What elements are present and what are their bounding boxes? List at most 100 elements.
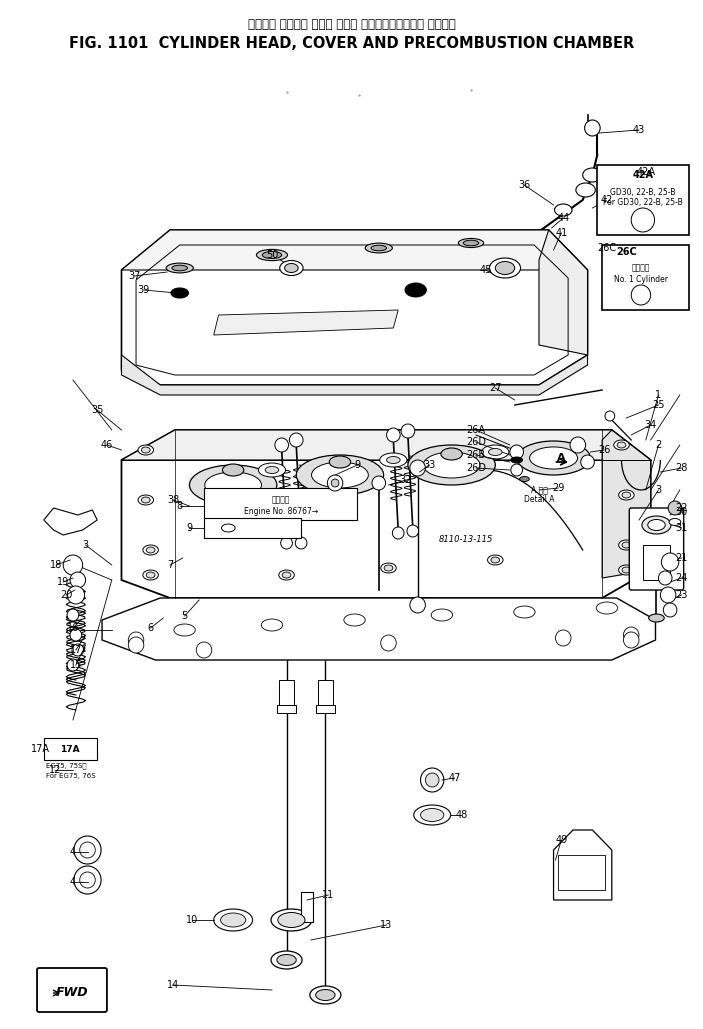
Ellipse shape [221, 913, 246, 927]
Text: Engine No. 86767→: Engine No. 86767→ [244, 507, 318, 517]
Ellipse shape [420, 809, 444, 821]
Text: FIG. 1101  CYLINDER HEAD, COVER AND PRECOMBUSTION CHAMBER: FIG. 1101 CYLINDER HEAD, COVER AND PRECO… [69, 36, 634, 51]
Text: 17A: 17A [32, 744, 51, 754]
Ellipse shape [463, 240, 479, 246]
Circle shape [511, 464, 522, 476]
Circle shape [275, 438, 288, 452]
Polygon shape [122, 430, 651, 460]
Text: 2: 2 [655, 440, 662, 450]
Circle shape [295, 537, 307, 549]
Text: 26A: 26A [466, 425, 485, 435]
Text: 35: 35 [91, 405, 103, 415]
Ellipse shape [257, 249, 288, 260]
Ellipse shape [576, 183, 595, 197]
Text: EG75, 75S用: EG75, 75S用 [46, 762, 86, 769]
Text: For EG75, 76S: For EG75, 76S [46, 773, 96, 779]
Ellipse shape [271, 909, 312, 931]
Ellipse shape [583, 168, 602, 182]
Ellipse shape [221, 524, 235, 532]
Ellipse shape [514, 606, 535, 618]
Ellipse shape [259, 463, 285, 477]
Circle shape [662, 553, 679, 571]
Circle shape [631, 285, 651, 305]
Text: 42A: 42A [636, 167, 655, 177]
Text: 8110-13-115: 8110-13-115 [439, 535, 494, 544]
Circle shape [425, 773, 439, 787]
Ellipse shape [596, 602, 618, 614]
Circle shape [74, 866, 101, 894]
Ellipse shape [271, 951, 302, 969]
Ellipse shape [146, 572, 155, 578]
Ellipse shape [489, 449, 502, 456]
Circle shape [79, 842, 96, 858]
Polygon shape [602, 430, 651, 578]
Circle shape [407, 525, 418, 537]
Text: A 詳細: A 詳細 [531, 486, 548, 495]
Ellipse shape [520, 476, 529, 482]
Text: 43: 43 [633, 125, 645, 135]
Ellipse shape [143, 545, 158, 555]
Text: シリンダ: シリンダ [632, 263, 650, 273]
Ellipse shape [384, 565, 393, 571]
Ellipse shape [141, 497, 150, 503]
Ellipse shape [642, 516, 671, 534]
Ellipse shape [371, 245, 387, 251]
Circle shape [128, 637, 144, 653]
Text: 24: 24 [676, 573, 688, 583]
Ellipse shape [491, 557, 500, 563]
Circle shape [510, 445, 524, 459]
Ellipse shape [405, 283, 426, 297]
Ellipse shape [174, 624, 195, 636]
Circle shape [74, 836, 101, 864]
Ellipse shape [205, 472, 262, 498]
Circle shape [128, 632, 144, 648]
Text: 37: 37 [128, 271, 141, 281]
Polygon shape [214, 310, 398, 335]
Circle shape [555, 630, 571, 646]
Circle shape [79, 872, 96, 888]
Ellipse shape [482, 445, 509, 459]
Ellipse shape [262, 251, 282, 258]
Text: 46: 46 [101, 440, 113, 450]
Circle shape [392, 527, 404, 539]
Ellipse shape [279, 570, 295, 580]
Ellipse shape [423, 452, 480, 478]
Text: 26C: 26C [617, 247, 638, 257]
Bar [316, 705, 335, 713]
Circle shape [420, 768, 444, 792]
FancyBboxPatch shape [37, 968, 107, 1012]
Bar [279, 680, 295, 705]
Bar [558, 855, 605, 890]
Text: 26D: 26D [466, 463, 486, 473]
Ellipse shape [285, 263, 298, 273]
Circle shape [660, 587, 676, 603]
Bar [318, 680, 333, 705]
Text: 26: 26 [598, 445, 610, 455]
Ellipse shape [310, 986, 341, 1004]
Ellipse shape [408, 445, 496, 485]
Ellipse shape [441, 448, 463, 460]
Circle shape [410, 597, 425, 613]
Circle shape [196, 642, 212, 658]
Circle shape [63, 555, 83, 575]
Polygon shape [122, 230, 588, 385]
Text: 42: 42 [601, 196, 613, 205]
Polygon shape [44, 508, 97, 535]
Bar [301, 892, 313, 922]
Circle shape [659, 571, 672, 586]
Text: 38: 38 [167, 495, 179, 505]
Circle shape [570, 437, 586, 453]
Ellipse shape [365, 243, 392, 253]
Ellipse shape [619, 540, 634, 549]
Bar [598, 165, 690, 235]
Text: 14: 14 [167, 980, 179, 990]
Text: 7: 7 [167, 560, 173, 570]
Circle shape [280, 537, 292, 549]
Circle shape [387, 428, 400, 442]
Ellipse shape [487, 555, 503, 565]
Ellipse shape [669, 519, 681, 526]
Ellipse shape [171, 288, 188, 298]
Ellipse shape [614, 440, 629, 450]
Circle shape [331, 480, 339, 487]
Text: 36: 36 [518, 180, 531, 190]
